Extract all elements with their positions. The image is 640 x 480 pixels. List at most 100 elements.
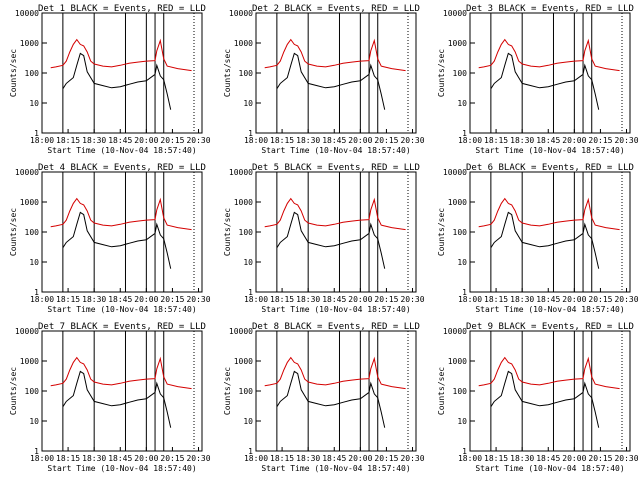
plot-frame (469, 12, 631, 134)
x-tick-label: 20:15 (374, 136, 398, 145)
x-tick-label: 18:15 (270, 136, 294, 145)
y-tick-label: 10 (243, 417, 253, 426)
panel-title: Det 5 BLACK = Events, RED = LLD (252, 163, 420, 173)
x-tick-label: 18:00 (458, 454, 482, 463)
x-tick-label: 18:00 (244, 136, 268, 145)
x-tick-label: 20:00 (562, 454, 586, 463)
x-tick-label: 20:30 (614, 454, 638, 463)
x-tick-label: 20:30 (186, 454, 210, 463)
lld-series-line (264, 356, 406, 390)
detector-panel-9: Det 9 BLACK = Events, RED = LLD 1 10 100 100… (437, 322, 639, 473)
x-tick-label: 20:00 (348, 295, 372, 304)
plot-frame (469, 330, 631, 452)
x-tick-label: 18:45 (108, 295, 132, 304)
x-tick-label: 18:15 (484, 136, 508, 145)
x-tick-label: 18:00 (244, 454, 268, 463)
panel-title: Det 1 BLACK = Events, RED = LLD (38, 4, 206, 14)
x-tick-label: 18:15 (270, 454, 294, 463)
y-tick-label: 100 (239, 387, 254, 396)
y-tick-label: 100 (453, 69, 468, 78)
y-tick-label: 1 (34, 129, 39, 138)
lld-series-line (50, 38, 192, 72)
y-tick-label: 10 (457, 99, 467, 108)
detector-panel-1: Det 1 BLACK = Events, RED = LLD 1 10 100 100… (9, 4, 211, 155)
lld-series-line (478, 197, 620, 231)
plot-frame (469, 171, 631, 293)
y-tick-label: 100 (25, 387, 40, 396)
x-tick-label: 20:00 (348, 454, 372, 463)
events-series-line (490, 370, 600, 428)
x-tick-label: 18:15 (56, 295, 80, 304)
x-tick-label: 18:45 (322, 136, 346, 145)
x-axis-label: Start Time (10-Nov-04 18:57:40) (475, 464, 624, 473)
y-tick-label: 1000 (448, 39, 467, 48)
panel-title: Det 9 BLACK = Events, RED = LLD (466, 322, 634, 332)
x-axis-label: Start Time (10-Nov-04 18:57:40) (261, 464, 410, 473)
x-tick-label: 20:15 (588, 454, 612, 463)
x-tick-label: 18:45 (536, 136, 560, 145)
x-axis-label: Start Time (10-Nov-04 18:57:40) (261, 146, 410, 155)
y-axis-label: Counts/sec (9, 208, 18, 256)
x-axis-label: Start Time (10-Nov-04 18:57:40) (475, 146, 624, 155)
x-tick-label: 18:45 (322, 454, 346, 463)
detector-panel-8: Det 8 BLACK = Events, RED = LLD 1 10 100 100… (223, 322, 425, 473)
lld-series-line (478, 38, 620, 72)
y-tick-label: 10 (457, 258, 467, 267)
y-tick-label: 10000 (15, 9, 39, 18)
x-tick-label: 20:00 (134, 136, 158, 145)
y-tick-label: 1 (462, 129, 467, 138)
events-series-line (490, 211, 600, 269)
x-tick-label: 20:00 (562, 136, 586, 145)
x-tick-label: 18:45 (536, 454, 560, 463)
x-tick-label: 18:45 (322, 295, 346, 304)
detector-panel-4: Det 4 BLACK = Events, RED = LLD 1 10 100 100… (9, 163, 211, 314)
x-tick-label: 20:15 (588, 136, 612, 145)
y-tick-label: 10000 (15, 327, 39, 336)
y-tick-label: 1000 (448, 198, 467, 207)
detector-panel-2: Det 2 BLACK = Events, RED = LLD 1 10 100 100… (223, 4, 425, 155)
x-tick-label: 18:15 (484, 295, 508, 304)
y-tick-label: 10 (243, 258, 253, 267)
detector-panel-3: Det 3 BLACK = Events, RED = LLD 1 10 100 100… (437, 4, 639, 155)
x-tick-label: 18:15 (56, 454, 80, 463)
y-axis-label: Counts/sec (223, 49, 232, 97)
panel-title: Det 3 BLACK = Events, RED = LLD (466, 4, 634, 14)
x-tick-label: 18:15 (484, 454, 508, 463)
x-axis-label: Start Time (10-Nov-04 18:57:40) (47, 305, 196, 314)
x-tick-label: 18:30 (296, 136, 320, 145)
y-tick-label: 10 (29, 417, 39, 426)
x-tick-label: 20:00 (134, 295, 158, 304)
plot-frame (41, 12, 203, 134)
y-tick-label: 10 (243, 99, 253, 108)
x-tick-label: 20:30 (400, 136, 424, 145)
x-tick-label: 18:15 (270, 295, 294, 304)
y-tick-label: 1000 (234, 357, 253, 366)
y-tick-label: 100 (239, 228, 254, 237)
x-tick-label: 20:15 (160, 454, 184, 463)
x-tick-label: 18:45 (108, 136, 132, 145)
y-tick-label: 100 (453, 228, 468, 237)
x-axis-label: Start Time (10-Nov-04 18:57:40) (47, 146, 196, 155)
y-tick-label: 1000 (20, 198, 39, 207)
x-tick-label: 20:15 (160, 295, 184, 304)
x-tick-label: 18:00 (458, 136, 482, 145)
panel-title: Det 2 BLACK = Events, RED = LLD (252, 4, 420, 14)
x-tick-label: 20:00 (134, 454, 158, 463)
y-tick-label: 10000 (443, 327, 467, 336)
y-tick-label: 10000 (229, 168, 253, 177)
events-series-line (62, 370, 172, 428)
events-series-line (490, 52, 600, 110)
y-tick-label: 10000 (443, 9, 467, 18)
lld-series-line (264, 38, 406, 72)
events-series-line (62, 211, 172, 269)
panel-title: Det 6 BLACK = Events, RED = LLD (466, 163, 634, 173)
x-tick-label: 18:00 (458, 295, 482, 304)
x-tick-label: 20:30 (186, 295, 210, 304)
x-axis-label: Start Time (10-Nov-04 18:57:40) (47, 464, 196, 473)
y-tick-label: 10 (457, 417, 467, 426)
x-tick-label: 18:30 (296, 454, 320, 463)
y-tick-label: 1 (248, 129, 253, 138)
y-tick-label: 1000 (448, 357, 467, 366)
events-series-line (62, 52, 172, 110)
